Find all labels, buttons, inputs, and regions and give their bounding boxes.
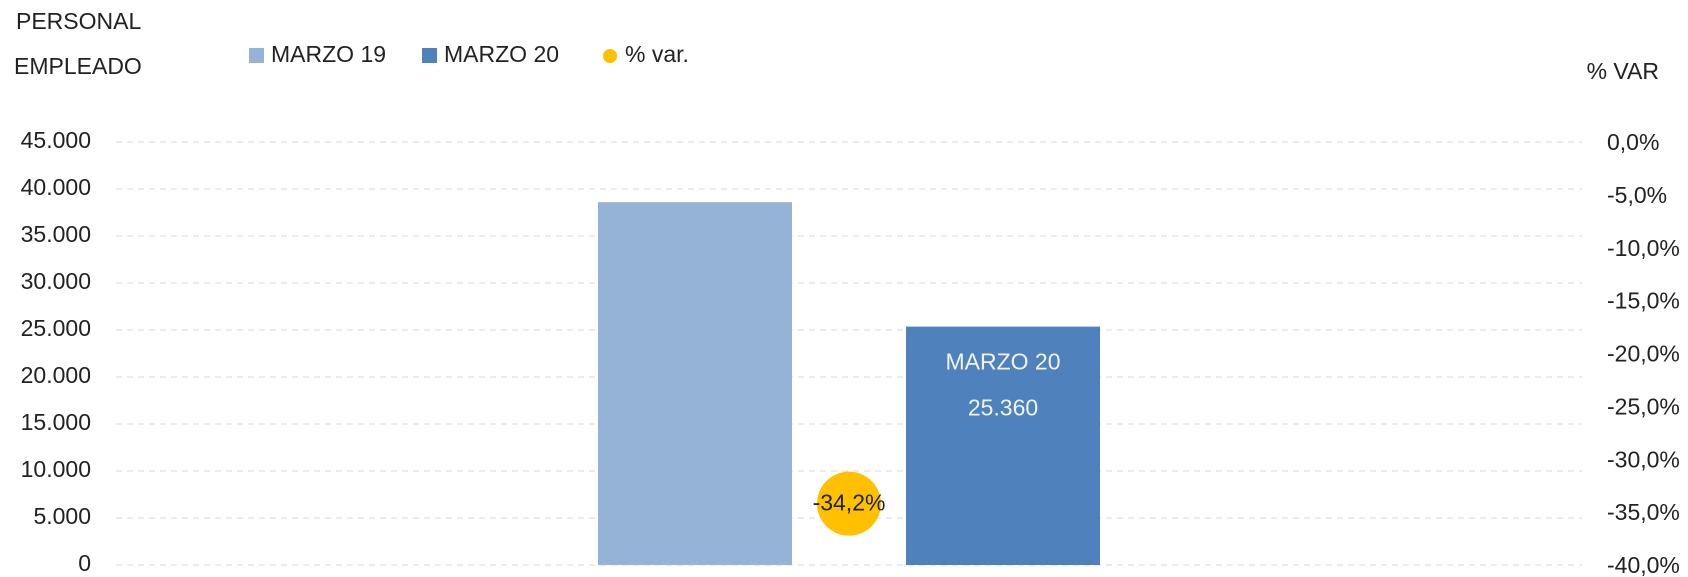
y-tick-label: 30.000 <box>21 268 91 294</box>
bar <box>598 202 792 565</box>
bar <box>906 326 1100 565</box>
bar-series-label: MARZO 20 <box>945 349 1060 375</box>
y2-tick-label: -20,0% <box>1607 341 1680 367</box>
y-tick-label: 25.000 <box>21 315 91 341</box>
y-tick-label: 35.000 <box>21 221 91 247</box>
y2-tick-label: -25,0% <box>1607 393 1680 419</box>
y-axis-title: EMPLEADO <box>14 53 142 79</box>
legend-swatch <box>603 49 617 63</box>
y2-tick-label: -10,0% <box>1607 235 1680 261</box>
y-tick-label: 5.000 <box>33 503 91 529</box>
y-tick-label: 45.000 <box>21 127 91 153</box>
y2-tick-label: -15,0% <box>1607 288 1680 314</box>
legend-label: MARZO 19 <box>271 41 386 67</box>
legend-label: % var. <box>625 41 689 67</box>
y2-tick-label: -30,0% <box>1607 446 1680 472</box>
legend-swatch <box>249 48 264 63</box>
y-tick-label: 20.000 <box>21 362 91 388</box>
legend-swatch <box>422 48 437 63</box>
y2-tick-label: 0,0% <box>1607 129 1659 155</box>
y-tick-label: 15.000 <box>21 409 91 435</box>
y2-tick-label: -40,0% <box>1607 552 1680 577</box>
legend-label: MARZO 20 <box>444 41 559 67</box>
y2-tick-label: -35,0% <box>1607 499 1680 525</box>
y-tick-label: 10.000 <box>21 456 91 482</box>
y-axis-title: PERSONAL <box>16 8 141 34</box>
point-value-label: -34,2% <box>813 490 886 516</box>
point <box>817 471 881 536</box>
y-tick-label: 40.000 <box>21 174 91 200</box>
y2-tick-label: -5,0% <box>1607 182 1667 208</box>
y2-axis-title: % VAR <box>1587 58 1659 84</box>
bar-value-label: 25.360 <box>968 395 1038 421</box>
y-tick-label: 0 <box>78 550 91 576</box>
